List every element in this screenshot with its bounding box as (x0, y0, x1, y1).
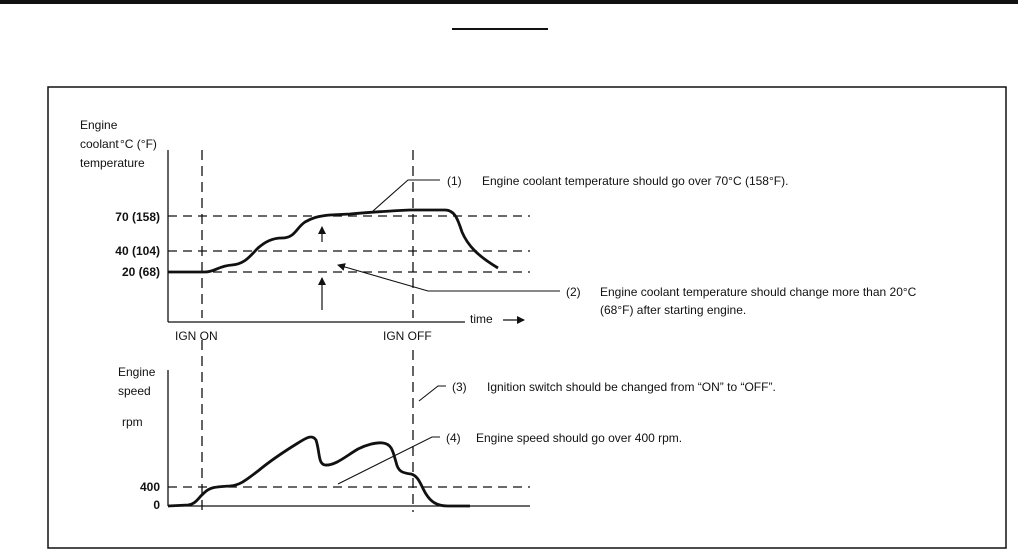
annotation-4-text: Engine speed should go over 400 rpm. (476, 431, 682, 445)
annotation-2-text-line1: Engine coolant temperature should change… (600, 285, 917, 299)
annotation-2-number: (2) (566, 285, 581, 299)
annotation-3-number: (3) (452, 380, 467, 394)
annotation-3: (3) Ignition switch should be changed fr… (418, 380, 776, 402)
engine-speed-curve (167, 435, 470, 508)
ign-on-label: IGN ON (175, 329, 218, 343)
annotation-1-leader (372, 179, 440, 212)
annotation-1-number: (1) (447, 174, 462, 188)
figure-frame (47, 86, 1007, 549)
temp-y-label-1: Engine (80, 118, 118, 132)
ign-off-label: IGN OFF (383, 329, 432, 343)
annotation-3-leader (418, 385, 446, 402)
annotation-2: (2) Engine coolant temperature should ch… (337, 263, 917, 317)
annotation-4: (4) Engine speed should go over 400 rpm. (337, 431, 682, 485)
annotation-3-text: Ignition switch should be changed from “… (487, 380, 776, 394)
speed-unit-label: rpm (122, 415, 143, 429)
speed-tick-400: 400 (140, 480, 160, 494)
annotation-4-number: (4) (446, 431, 461, 445)
temp-y-label-2: coolant (80, 137, 119, 151)
temp-tick-40: 40 (104) (115, 244, 160, 258)
annotation-4-leader (337, 436, 440, 485)
temperature-chart: Engine coolant temperature °C (°F) 70 (1… (80, 118, 530, 326)
annotation-1-text: Engine coolant temperature should go ove… (482, 174, 788, 188)
temp-y-label-3: temperature (80, 156, 145, 170)
annotation-1: (1) Engine coolant temperature should go… (372, 174, 788, 212)
temp-tick-70: 70 (158) (115, 210, 160, 224)
speed-tick-0: 0 (153, 498, 160, 512)
temp-tick-20: 20 (68) (122, 265, 160, 279)
temperature-curve (168, 208, 499, 274)
temp-unit-label: °C (°F) (120, 137, 157, 151)
speed-y-label-2: speed (118, 384, 151, 398)
top-rule (0, 0, 1018, 4)
speed-chart: Engine speed rpm 400 0 (118, 365, 530, 512)
time-label: time (470, 312, 493, 326)
annotation-2-text-line2: (68°F) after starting engine. (600, 303, 746, 317)
annotation-2-leader (337, 263, 560, 292)
speed-y-label-1: Engine (118, 365, 156, 379)
